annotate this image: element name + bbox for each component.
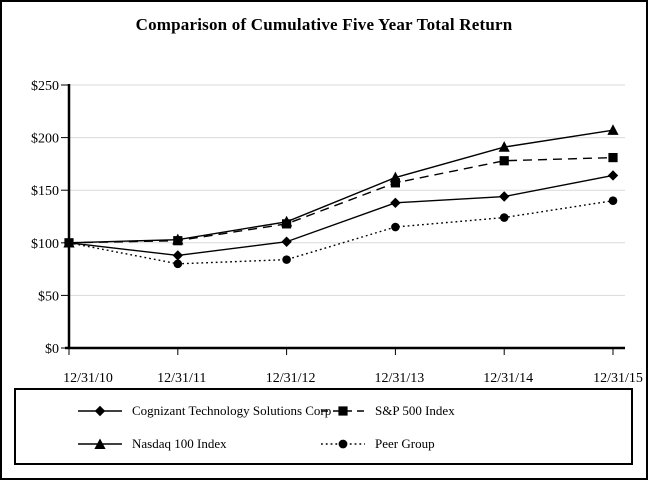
- legend-row-2: Nasdaq 100 Index Peer Group: [16, 427, 631, 460]
- svg-text:$50: $50: [38, 289, 59, 304]
- nasdaq-solid-triangle-line-icon: [78, 438, 122, 449]
- legend-label-sp500: S&P 500 Index: [375, 402, 455, 418]
- svg-text:$100: $100: [31, 237, 59, 252]
- legend-item-sp500: S&P 500 Index: [321, 403, 455, 419]
- legend-label-nasdaq: Nasdaq 100 Index: [132, 435, 227, 451]
- legend-label-cognizant: Cognizant Technology Solutions Corp: [132, 402, 332, 418]
- chart-legend: Cognizant Technology Solutions Corp S&P …: [14, 388, 633, 465]
- legend-row-1: Cognizant Technology Solutions Corp S&P …: [16, 394, 631, 427]
- svg-text:12/31/14: 12/31/14: [483, 371, 533, 386]
- cognizant-solid-diamond-line-icon: [78, 405, 122, 416]
- peer-group-dotted-circle-line-icon: [321, 439, 365, 448]
- chart-plot-area: $0 $50 $100 $150 $200 $250 12/31/10 12/31/11 12/…: [31, 79, 643, 386]
- legend-label-peer-group: Peer Group: [375, 435, 435, 451]
- svg-text:12/31/11: 12/31/11: [157, 371, 206, 386]
- chart-title: Comparison of Cumulative Five Year Total…: [135, 15, 513, 34]
- svg-text:12/31/13: 12/31/13: [375, 371, 425, 386]
- sp500-dashed-square-line-icon: [321, 405, 365, 416]
- legend-item-nasdaq: Nasdaq 100 Index: [78, 436, 321, 452]
- svg-text:12/31/10: 12/31/10: [63, 371, 113, 386]
- svg-text:$150: $150: [31, 184, 59, 199]
- svg-text:12/31/15: 12/31/15: [593, 371, 643, 386]
- svg-text:$0: $0: [45, 342, 59, 357]
- legend-item-peer-group: Peer Group: [321, 436, 435, 452]
- legend-item-cognizant: Cognizant Technology Solutions Corp: [78, 403, 331, 419]
- svg-text:12/31/12: 12/31/12: [266, 371, 316, 386]
- svg-text:$250: $250: [31, 79, 59, 94]
- svg-text:$200: $200: [31, 132, 59, 147]
